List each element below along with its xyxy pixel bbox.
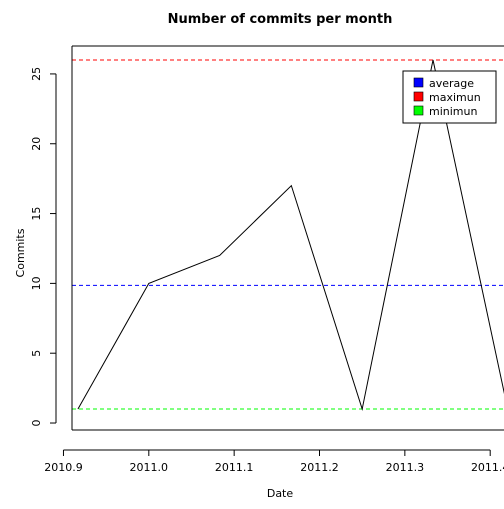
legend-label-average: average [429, 77, 474, 90]
legend-label-minimun: minimun [429, 105, 477, 118]
x-axis: 2010.9 2011.0 2011.1 2011.2 2011.3 2011.4 [44, 449, 504, 474]
y-tick-label: 10 [30, 276, 43, 290]
y-axis-title: Commits [14, 228, 27, 277]
y-tick-label: 0 [30, 420, 43, 427]
x-tick-label: 2010.9 [44, 461, 83, 474]
x-tick-label: 2011.1 [215, 461, 254, 474]
legend-swatch-maximun [413, 91, 424, 102]
y-axis: 0 5 10 15 20 25 [30, 67, 57, 427]
y-tick-label: 5 [30, 350, 43, 357]
y-tick-label: 15 [30, 207, 43, 221]
legend-label-maximun: maximun [429, 91, 481, 104]
x-tick-label: 2011.4 [471, 461, 504, 474]
x-tick-label: 2011.2 [300, 461, 339, 474]
x-tick-label: 2011.0 [130, 461, 169, 474]
series-line-0 [77, 59, 504, 412]
y-tick-label: 20 [30, 137, 43, 151]
chart-title: Number of commits per month [168, 12, 393, 27]
plot-area [72, 59, 504, 412]
legend-swatch-average [413, 77, 424, 88]
x-tick-label: 2011.3 [386, 461, 425, 474]
y-tick-label: 25 [30, 67, 43, 81]
legend-swatch-minimun [413, 105, 424, 116]
x-axis-title: Date [267, 487, 294, 500]
